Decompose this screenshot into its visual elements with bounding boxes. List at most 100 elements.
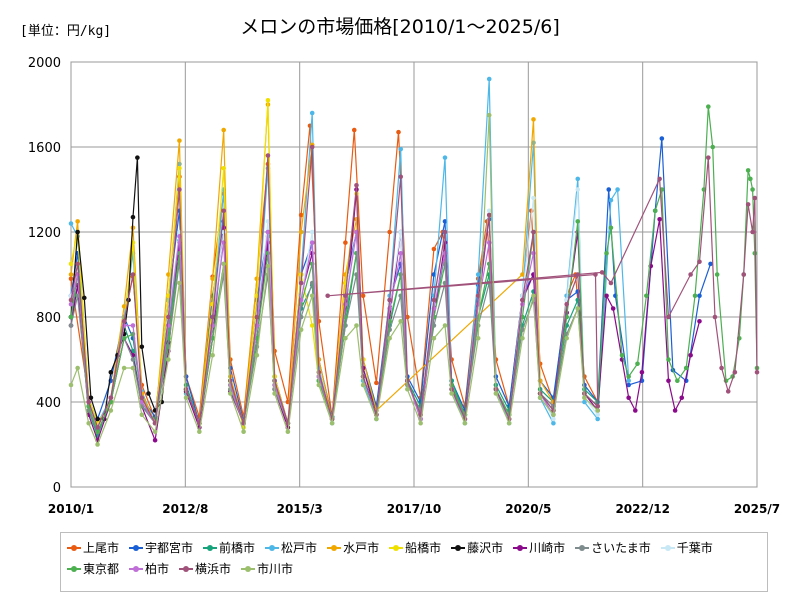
series-市川市 <box>68 112 600 447</box>
data-point <box>298 212 304 218</box>
y-tick-label: 400 <box>36 396 61 411</box>
data-point <box>166 314 171 320</box>
data-point <box>666 357 671 362</box>
data-point <box>752 195 758 201</box>
data-point <box>75 261 80 267</box>
data-point <box>604 250 609 256</box>
data-point <box>121 335 127 341</box>
x-tick-label: 2020/5 <box>505 502 551 516</box>
data-point <box>462 420 468 426</box>
data-point <box>442 229 448 235</box>
data-point <box>121 365 127 371</box>
data-point <box>595 412 600 418</box>
data-point <box>750 187 755 192</box>
data-point <box>608 280 614 286</box>
data-point <box>183 395 189 401</box>
data-point <box>329 420 335 426</box>
data-point <box>635 361 640 367</box>
data-point <box>68 272 74 277</box>
legend-item: 前橋市 <box>203 539 255 556</box>
data-point <box>745 168 751 173</box>
legend-item: 船橋市 <box>389 539 441 556</box>
data-point <box>748 176 753 182</box>
data-point <box>387 297 392 303</box>
data-point <box>531 250 536 256</box>
data-point <box>309 229 315 235</box>
x-tick-label: 2017/10 <box>387 502 441 516</box>
data-point <box>486 112 492 118</box>
data-point <box>606 187 612 192</box>
data-point <box>697 259 702 265</box>
legend-marker <box>575 543 590 553</box>
data-point <box>354 182 359 188</box>
legend-item: 水戸市 <box>327 539 379 556</box>
data-point <box>130 214 136 220</box>
data-point <box>398 250 404 256</box>
data-point <box>254 314 260 320</box>
data-point <box>309 110 315 116</box>
legend-item: 横浜市 <box>179 560 231 577</box>
data-point <box>309 144 315 150</box>
data-point <box>152 429 158 435</box>
data-point <box>619 352 625 358</box>
y-tick-label: 1200 <box>28 226 61 241</box>
data-point <box>166 272 171 277</box>
data-point <box>210 276 215 282</box>
data-point <box>298 229 304 235</box>
data-point <box>493 391 499 396</box>
data-point <box>741 272 747 277</box>
data-point <box>139 344 145 350</box>
data-point <box>360 382 366 388</box>
legend-item: 市川市 <box>241 560 293 577</box>
data-point <box>396 129 401 135</box>
data-point <box>520 272 525 277</box>
data-point <box>68 314 74 320</box>
data-point <box>706 155 711 160</box>
data-point <box>531 229 536 235</box>
data-point <box>254 352 260 358</box>
data-point <box>285 429 291 435</box>
data-point <box>95 429 100 435</box>
data-point <box>575 176 581 182</box>
data-point <box>754 369 760 375</box>
legend-label: 柏市 <box>145 562 170 576</box>
data-point <box>265 219 271 224</box>
data-point <box>210 314 215 320</box>
legend-item: 松戸市 <box>265 539 317 556</box>
legend: 上尾市 宇都宮市 前橋市 松戸市 水戸市 船橋市 藤沢市 川崎市 さいたま市 千葉市 東京都 柏市 横浜… <box>60 532 768 592</box>
data-point <box>265 97 271 103</box>
legend-item: 東京都 <box>67 560 119 577</box>
data-point <box>374 416 379 422</box>
data-point <box>88 395 94 401</box>
data-point <box>81 295 87 301</box>
data-point <box>265 250 271 256</box>
data-point <box>595 403 600 409</box>
data-point <box>575 272 581 277</box>
data-point <box>351 127 357 133</box>
data-point <box>475 293 481 299</box>
data-point <box>608 225 614 231</box>
data-point <box>710 144 716 150</box>
data-point <box>130 272 136 277</box>
legend-label: 上尾市 <box>83 541 120 555</box>
legend-marker <box>129 564 144 574</box>
data-point <box>475 335 481 341</box>
legend-item: 柏市 <box>129 560 169 577</box>
legend-label: 川崎市 <box>529 541 566 555</box>
x-tick-label: 2015/3 <box>277 502 323 516</box>
legend-label: さいたま市 <box>591 541 651 555</box>
data-point <box>325 293 330 299</box>
data-point <box>486 76 492 82</box>
data-point <box>316 382 322 388</box>
data-point <box>177 280 182 286</box>
data-point <box>679 395 685 401</box>
data-point <box>442 219 448 224</box>
data-point <box>599 270 605 275</box>
x-tick-label: 2012/8 <box>162 502 208 516</box>
data-point <box>604 293 609 299</box>
legend-marker <box>179 564 194 574</box>
data-point <box>431 246 437 252</box>
data-point <box>95 442 100 447</box>
data-point <box>152 437 158 443</box>
legend-label: 船橋市 <box>405 541 442 555</box>
